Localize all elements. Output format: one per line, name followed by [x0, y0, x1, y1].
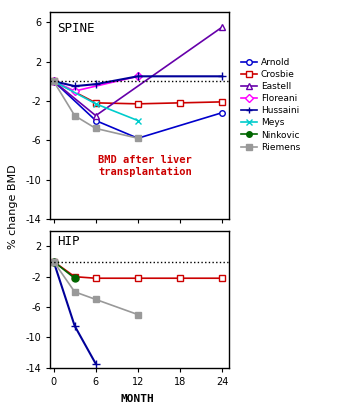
Text: SPINE: SPINE	[57, 22, 95, 35]
Text: HIP: HIP	[57, 235, 79, 248]
Text: % change BMD: % change BMD	[8, 164, 18, 249]
Legend: Arnold, Crosbie, Eastell, Floreani, Hussaini, Meys, Ninkovic, Riemens: Arnold, Crosbie, Eastell, Floreani, Huss…	[237, 54, 304, 155]
Text: BMD after liver
transplantation: BMD after liver transplantation	[98, 155, 192, 177]
Text: MONTH: MONTH	[121, 394, 155, 404]
